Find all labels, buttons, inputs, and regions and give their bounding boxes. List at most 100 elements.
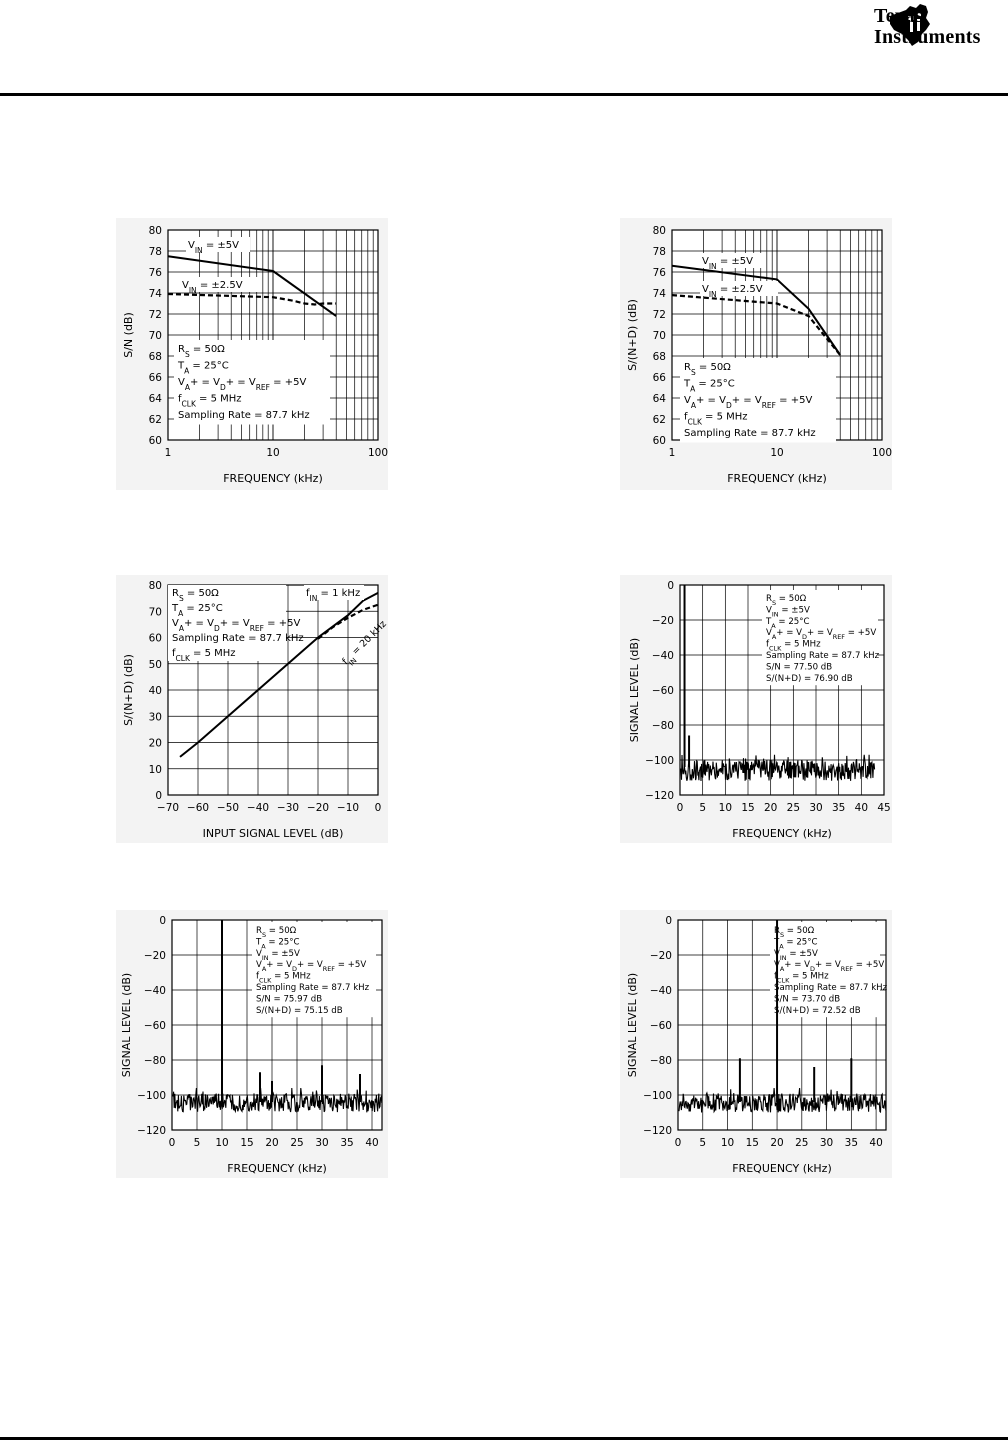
- conditions-backdrop: [770, 922, 880, 1018]
- y-tick-label: 0: [155, 790, 162, 802]
- x-tick-label: 40: [869, 1137, 882, 1149]
- x-tick-label: 0: [677, 802, 684, 814]
- plot-frame: [677, 919, 887, 1131]
- footer-rule: [0, 1437, 1008, 1440]
- y-tick-label: 80: [149, 225, 162, 237]
- y-tick-label: 60: [653, 435, 666, 447]
- condition-text: RS = 50Ω: [172, 588, 219, 603]
- series-line-solid: [167, 255, 337, 317]
- y-tick-label: 68: [149, 351, 162, 363]
- y-axis-title: S/(N+D) (dB): [122, 654, 135, 726]
- y-tick-label: 60: [149, 435, 162, 447]
- x-tick-label: −50: [217, 802, 239, 814]
- x-tick-label: 25: [290, 1137, 303, 1149]
- x-axis-title: FREQUENCY (kHz): [732, 1162, 832, 1175]
- condition-text: fCLK = 5 MHz: [256, 972, 311, 985]
- x-tick-label: 25: [787, 802, 800, 814]
- condition-text: VA+ = VD+ = VREF = +5V: [766, 628, 876, 641]
- logo-line-1: Texas: [874, 5, 924, 27]
- x-tick-label: 15: [741, 802, 754, 814]
- chart-snd-vs-frequency: 1 10 100 60 62 64 66 68 70 72 74 76 78 80 FREQUENCY (k…: [626, 225, 892, 485]
- chart-fft-1khz: 0 5 10 15 20 25 30 35 40 45 −120 −100 −80 −60 −40 −20 0 F…: [628, 580, 891, 840]
- y-tick-label: 78: [653, 246, 666, 258]
- y-tick-label: −60: [650, 1020, 672, 1032]
- condition-text: fCLK = 5 MHz: [172, 648, 236, 663]
- x-tick-label: 100: [872, 447, 892, 459]
- x-tick-label: 45: [877, 802, 890, 814]
- y-axis-title: SIGNAL LEVEL (dB): [120, 973, 133, 1077]
- condition-text: fCLK = 5 MHz: [178, 394, 242, 409]
- y-tick-label: 66: [149, 372, 163, 384]
- condition-text: RS = 50Ω: [256, 926, 297, 939]
- condition-text: S/N = 77.50 dB: [766, 662, 832, 672]
- y-tick-label: 50: [149, 659, 162, 671]
- condition-text: S/N = 75.97 dB: [256, 994, 322, 1004]
- y-tick-label: −120: [643, 1125, 672, 1137]
- chart-panel-snd-vs-frequency: 1 10 100 60 62 64 66 68 70 72 74 76 78 80 FREQUENCY (k…: [620, 218, 892, 490]
- series-label-backdrop: [700, 281, 778, 296]
- y-tick-label: 62: [149, 414, 162, 426]
- y-tick-label: 0: [667, 580, 674, 592]
- y-tick-label: 72: [653, 309, 666, 321]
- conditions-backdrop: [762, 590, 878, 686]
- y-tick-label: −60: [652, 685, 674, 697]
- y-tick-label: 74: [653, 288, 667, 300]
- y-tick-label: 80: [149, 580, 162, 592]
- condition-text: TA = 25°C: [765, 617, 810, 630]
- ti-wordmark: Texas Instruments: [874, 6, 981, 48]
- x-axis-title: INPUT SIGNAL LEVEL (dB): [203, 827, 344, 840]
- plot-frame: [171, 919, 383, 1131]
- condition-text: Sampling Rate = 87.7 kHz: [766, 651, 880, 661]
- condition-text: TA = 25°C: [171, 603, 223, 618]
- x-tick-label: 5: [194, 1137, 201, 1149]
- x-axis-title: FREQUENCY (kHz): [223, 472, 323, 485]
- series-label-backdrop: [180, 277, 258, 292]
- chart-fft-20khz: 0 5 10 15 20 25 30 35 40 −120 −100 −80 −60 −40 −20 0 FRE…: [626, 915, 888, 1175]
- series-label: VIN = ±2.5V: [702, 284, 763, 299]
- condition-text: VIN = ±5V: [766, 605, 810, 618]
- x-tick-label: 25: [795, 1137, 808, 1149]
- x-tick-label: 40: [855, 802, 868, 814]
- series-line-dashed: [167, 292, 337, 306]
- y-tick-label: 40: [149, 685, 162, 697]
- y-tick-label: −20: [650, 950, 672, 962]
- y-tick-label: 76: [149, 267, 163, 279]
- x-tick-label: 100: [368, 447, 388, 459]
- y-tick-label: 72: [149, 309, 162, 321]
- y-tick-label: −100: [643, 1090, 672, 1102]
- series-label: VIN = ±2.5V: [182, 280, 243, 295]
- x-tick-label: 15: [746, 1137, 759, 1149]
- conditions-backdrop: [252, 922, 376, 1018]
- condition-text: S/(N+D) = 75.15 dB: [256, 1006, 343, 1016]
- x-tick-label: 40: [365, 1137, 378, 1149]
- condition-text: VA+ = VD+ = VREF = +5V: [172, 618, 300, 633]
- condition-text: Sampling Rate = 87.7 kHz: [256, 983, 370, 993]
- y-tick-label: 60: [149, 633, 162, 645]
- condition-text: RS = 50Ω: [684, 362, 731, 377]
- y-tick-label: −60: [144, 1020, 166, 1032]
- x-tick-label: −40: [247, 802, 269, 814]
- condition-text: VA+ = VD+ = VREF = +5V: [684, 395, 812, 410]
- y-tick-label: 76: [653, 267, 667, 279]
- condition-text: Sampling Rate = 87.7 kHz: [178, 410, 310, 421]
- x-tick-label: 0: [675, 1137, 682, 1149]
- x-axis-title: FREQUENCY (kHz): [732, 827, 832, 840]
- chart-panel-sn-vs-frequency: 1 10 100 60 62 64 66 68 70 72 74 76 78 80 FREQUENCY (k…: [116, 218, 388, 490]
- x-tick-label: 5: [699, 802, 706, 814]
- y-tick-label: −40: [652, 650, 674, 662]
- chart-snd-vs-input-level: −70 −60 −50 −40 −30 −20 −10 0 0 10 20 30 40 50 60 70 80 I…: [122, 580, 389, 840]
- y-tick-label: −80: [650, 1055, 672, 1067]
- y-tick-label: 0: [159, 915, 166, 927]
- x-tick-label: 10: [266, 447, 279, 459]
- y-tick-label: −80: [652, 720, 674, 732]
- x-tick-label: 1: [669, 447, 676, 459]
- x-tick-label: −60: [187, 802, 209, 814]
- condition-text: TA = 25°C: [177, 361, 229, 376]
- x-axis-title: FREQUENCY (kHz): [727, 472, 827, 485]
- condition-text: RS = 50Ω: [766, 594, 807, 607]
- condition-text: S/(N+D) = 76.90 dB: [766, 674, 853, 684]
- y-axis-title: SIGNAL LEVEL (dB): [626, 973, 639, 1077]
- x-axis-title: FREQUENCY (kHz): [227, 1162, 327, 1175]
- x-tick-label: 10: [215, 1137, 228, 1149]
- y-tick-label: 20: [149, 738, 162, 750]
